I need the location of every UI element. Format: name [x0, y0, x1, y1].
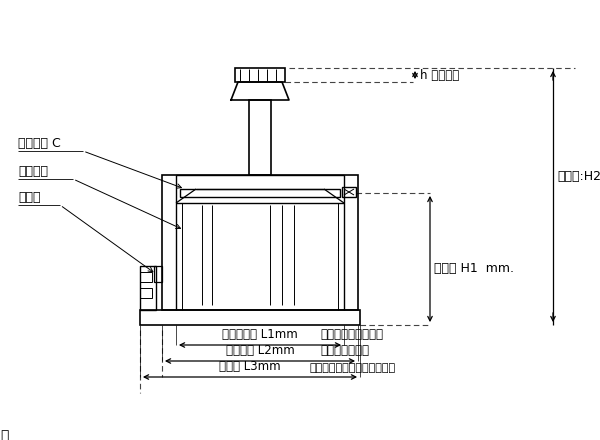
Text: 接线板: 接线板	[18, 191, 41, 204]
Text: 总高度:H2mm.: 总高度:H2mm.	[557, 170, 600, 183]
Bar	[235, 68, 285, 82]
Bar	[162, 175, 358, 310]
Bar	[342, 187, 356, 197]
Bar	[249, 100, 271, 175]
Text: 中心柱高度可以改动: 中心柱高度可以改动	[320, 328, 383, 341]
Bar	[140, 310, 360, 325]
Text: 恒压电刷 C: 恒压电刷 C	[18, 137, 61, 150]
Text: 总高度 H1  mm.: 总高度 H1 mm.	[434, 263, 514, 275]
Bar	[180, 189, 340, 197]
Text: （包括接线板和接线柱端子）: （包括接线板和接线柱端子）	[310, 363, 396, 373]
Text: 测: 测	[0, 429, 8, 440]
Text: 总宽度 L3mm: 总宽度 L3mm	[219, 360, 281, 373]
Bar	[154, 266, 162, 282]
Text: h 手轮高度: h 手轮高度	[420, 69, 459, 81]
Bar	[140, 266, 156, 310]
Bar	[140, 272, 152, 282]
Bar	[140, 288, 152, 298]
Text: 正方形安装底座: 正方形安装底座	[320, 344, 369, 357]
Text: 底座宽度 L2mm: 底座宽度 L2mm	[226, 344, 295, 357]
Text: 安装孔距离 L1mm: 安装孔距离 L1mm	[222, 328, 298, 341]
Text: 单层线包: 单层线包	[18, 165, 48, 178]
